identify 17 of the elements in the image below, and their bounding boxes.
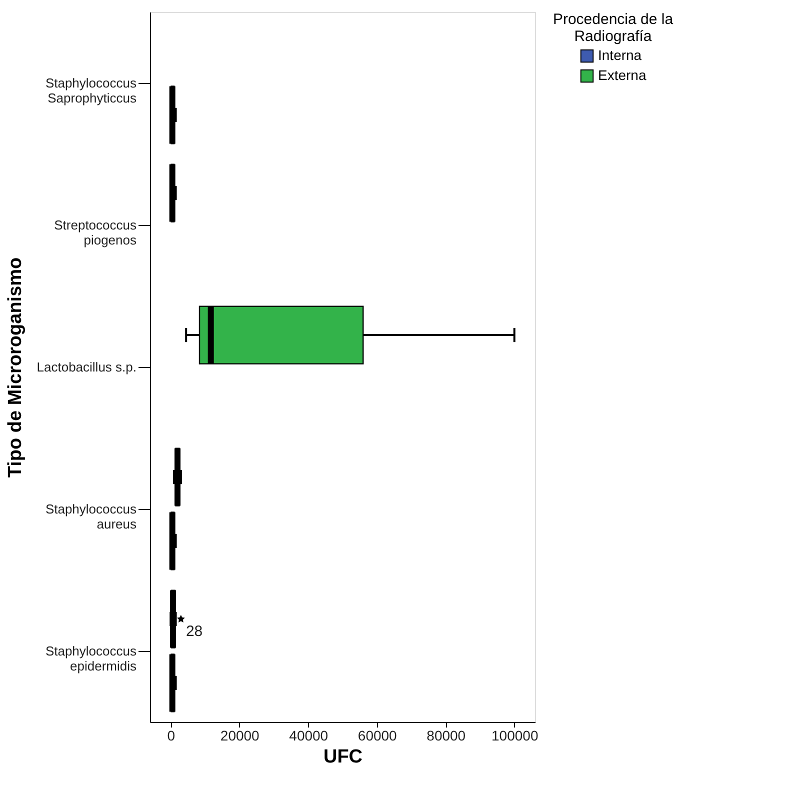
y-tick-label: Staphylococcus epidermidis	[45, 644, 137, 674]
x-tick-label: 20000	[220, 728, 260, 744]
x-tick-label: 100000	[492, 728, 538, 744]
legend-label: Interna	[598, 47, 642, 63]
x-tick-label: 80000	[426, 728, 466, 744]
legend-title: Procedencia de la Radiografía	[552, 11, 674, 45]
y-tick-label: Streptococcus piogenos	[54, 218, 137, 248]
x-tick-label: 0	[167, 728, 176, 744]
y-tick-label: Staphylococcus aureus	[45, 502, 137, 532]
legend-label: Externa	[598, 67, 646, 83]
x-tick-label: 60000	[358, 728, 398, 744]
x-axis-title: UFC	[323, 746, 363, 768]
annotation: 28	[186, 623, 203, 640]
y-tick-label: Lactobacillus s.p.	[36, 360, 136, 374]
x-tick-label: 40000	[289, 728, 328, 744]
y-axis-title: Tipo de Microroganismo	[4, 257, 26, 478]
y-tick-label: Staphylococcus Saprophyticcus	[45, 76, 137, 106]
